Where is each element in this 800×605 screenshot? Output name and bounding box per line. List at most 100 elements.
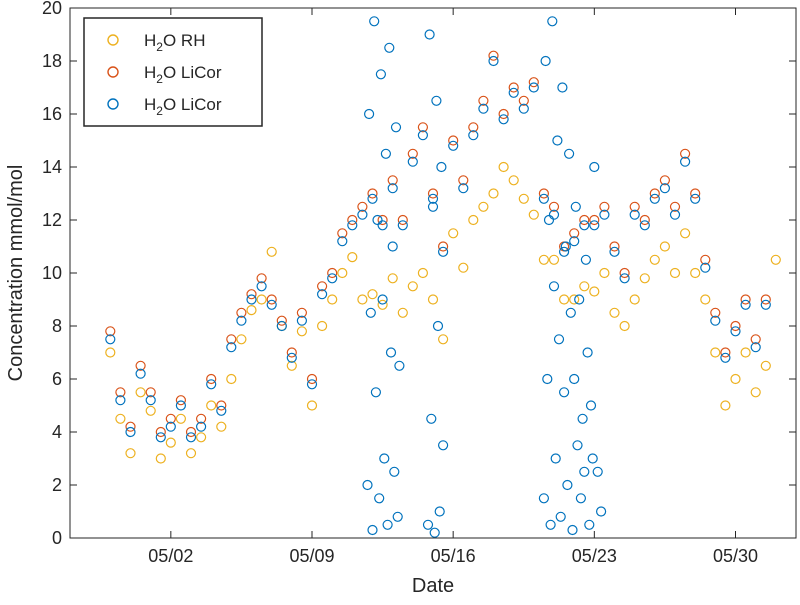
data-point bbox=[327, 267, 338, 279]
data-point bbox=[175, 400, 186, 411]
data-point bbox=[730, 320, 741, 332]
data-point bbox=[558, 246, 570, 257]
data-point bbox=[619, 320, 630, 332]
data-point bbox=[669, 201, 681, 212]
data-point bbox=[700, 262, 711, 273]
data-point bbox=[609, 307, 620, 318]
data-marks bbox=[105, 16, 781, 538]
data-point bbox=[740, 299, 751, 310]
data-point bbox=[105, 334, 116, 345]
data-point bbox=[720, 347, 731, 358]
data-point bbox=[276, 320, 287, 332]
data-point bbox=[569, 236, 580, 247]
data-point bbox=[387, 175, 398, 186]
data-point bbox=[389, 466, 400, 477]
y-tick-label: 8 bbox=[52, 316, 62, 336]
data-point bbox=[579, 220, 590, 231]
x-tick-label: 05/30 bbox=[713, 546, 758, 566]
data-point bbox=[659, 241, 671, 252]
data-point bbox=[545, 519, 556, 530]
data-point bbox=[580, 254, 592, 265]
data-point bbox=[710, 347, 721, 358]
y-tick-label: 2 bbox=[52, 475, 62, 495]
data-point bbox=[105, 347, 116, 358]
data-point bbox=[498, 161, 509, 173]
x-tick-label: 05/02 bbox=[148, 546, 193, 566]
data-point bbox=[390, 122, 402, 133]
data-point bbox=[458, 183, 469, 194]
data-point bbox=[417, 122, 428, 133]
data-point bbox=[387, 241, 398, 252]
data-point bbox=[327, 273, 338, 284]
data-point bbox=[710, 315, 721, 326]
data-point bbox=[438, 246, 449, 257]
data-point bbox=[216, 405, 227, 416]
data-point bbox=[649, 188, 660, 199]
data-point bbox=[528, 77, 539, 88]
data-point bbox=[397, 307, 408, 318]
data-point bbox=[367, 524, 378, 536]
data-point bbox=[669, 209, 681, 220]
data-point bbox=[422, 519, 434, 530]
data-point bbox=[115, 395, 126, 406]
data-point bbox=[579, 281, 590, 292]
y-tick-label: 4 bbox=[52, 422, 62, 442]
data-point bbox=[407, 156, 418, 167]
data-point bbox=[286, 352, 297, 363]
data-point bbox=[337, 228, 348, 239]
data-point bbox=[438, 334, 449, 345]
data-point bbox=[115, 387, 126, 398]
data-point bbox=[206, 373, 217, 385]
data-point bbox=[125, 421, 136, 432]
data-point bbox=[145, 387, 156, 398]
data-point bbox=[760, 299, 771, 310]
data-point bbox=[690, 193, 701, 204]
data-point bbox=[367, 188, 378, 199]
data-point bbox=[448, 135, 459, 146]
data-point bbox=[165, 413, 176, 424]
data-point bbox=[488, 55, 499, 67]
data-point bbox=[552, 135, 563, 146]
data-point bbox=[380, 148, 391, 159]
data-point bbox=[296, 315, 307, 326]
data-point bbox=[589, 214, 600, 226]
data-point bbox=[206, 379, 217, 390]
data-point bbox=[569, 373, 580, 385]
data-point bbox=[417, 130, 428, 141]
data-point bbox=[720, 352, 731, 363]
data-point bbox=[528, 82, 539, 93]
data-point bbox=[659, 183, 671, 194]
data-point bbox=[317, 281, 328, 292]
data-point bbox=[478, 95, 489, 106]
data-point bbox=[436, 161, 447, 173]
data-point bbox=[185, 432, 197, 443]
data-point bbox=[427, 294, 439, 305]
data-point bbox=[498, 108, 509, 120]
data-point bbox=[365, 307, 376, 318]
data-point bbox=[679, 228, 691, 239]
data-point bbox=[700, 294, 711, 305]
data-point bbox=[740, 294, 751, 305]
data-point bbox=[196, 421, 207, 432]
data-point bbox=[397, 214, 408, 226]
data-point bbox=[387, 183, 398, 194]
data-point bbox=[256, 294, 267, 305]
data-point bbox=[426, 413, 437, 424]
data-point bbox=[377, 299, 388, 310]
data-point bbox=[589, 220, 600, 231]
data-point bbox=[577, 413, 588, 424]
data-point bbox=[135, 368, 146, 379]
data-point bbox=[750, 334, 761, 345]
data-point bbox=[592, 466, 603, 477]
data-point bbox=[397, 220, 408, 231]
data-point bbox=[619, 273, 630, 284]
data-point bbox=[548, 254, 560, 265]
data-point bbox=[569, 294, 580, 305]
data-point bbox=[236, 315, 247, 326]
y-axis-title: Concentration mmol/mol bbox=[5, 165, 27, 382]
data-point bbox=[135, 360, 146, 371]
data-point bbox=[372, 214, 383, 226]
data-point bbox=[609, 241, 620, 252]
data-point bbox=[431, 95, 442, 106]
